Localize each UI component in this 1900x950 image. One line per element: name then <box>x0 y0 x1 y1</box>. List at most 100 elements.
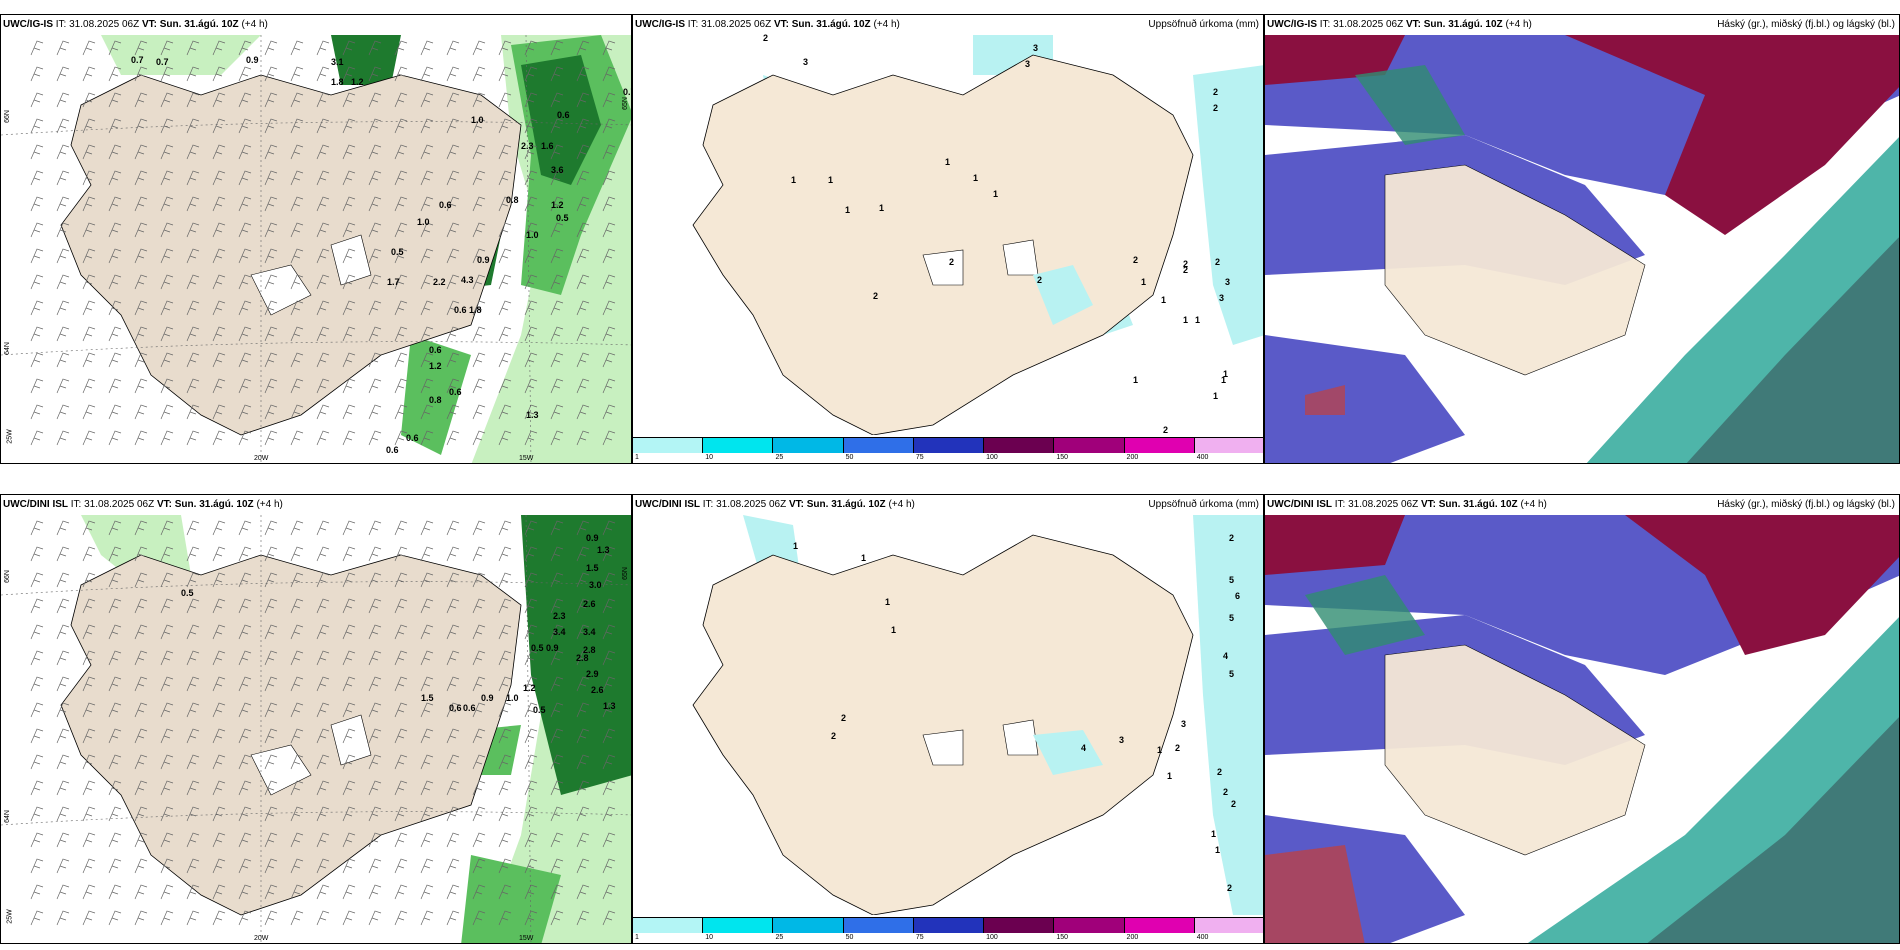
wind-barb <box>472 598 486 614</box>
value-label: 0.5 <box>531 643 544 653</box>
value-label: 1.2 <box>429 361 442 371</box>
wind-barb <box>524 832 538 848</box>
wind-barb <box>316 676 330 692</box>
wind-barb <box>550 624 564 640</box>
wind-barb <box>186 430 200 446</box>
value-label: 0.7 <box>156 57 169 67</box>
wind-barb <box>108 624 122 640</box>
wind-barb <box>264 66 278 82</box>
wind-barb <box>576 118 590 134</box>
wind-barb <box>342 598 356 614</box>
wind-barb <box>472 222 486 238</box>
panel-header: UWC/IG-IS IT: 31.08.2025 06Z VT: Sun. 31… <box>1267 19 1532 30</box>
wind-barb <box>394 884 408 900</box>
wind-barb <box>212 702 226 718</box>
wind-barb <box>602 404 616 420</box>
value-label: 1.6 <box>541 141 554 151</box>
value-label: 1.5 <box>421 693 434 703</box>
wind-barb <box>186 676 200 692</box>
wind-barb <box>290 598 304 614</box>
wind-barb <box>576 806 590 822</box>
wind-barb <box>290 118 304 134</box>
wind-barb <box>394 780 408 796</box>
wind-barb <box>212 248 226 264</box>
wind-barb <box>446 832 460 848</box>
value-label: 0.6 <box>557 110 570 120</box>
wind-barb <box>134 676 148 692</box>
wind-barb <box>82 274 96 290</box>
wind-barb <box>30 222 44 238</box>
wind-barb <box>134 728 148 744</box>
wind-barb <box>264 326 278 342</box>
wind-barb <box>212 624 226 640</box>
wind-barb <box>342 326 356 342</box>
wind-barb <box>472 352 486 368</box>
wind-barb <box>238 806 252 822</box>
wind-barb <box>498 806 512 822</box>
wind-barb <box>264 676 278 692</box>
wind-barb <box>446 378 460 394</box>
wind-barb <box>368 728 382 744</box>
wind-barb <box>134 754 148 770</box>
wind-barb <box>368 404 382 420</box>
wind-barb <box>524 196 538 212</box>
wind-barb <box>368 858 382 874</box>
value-label: 4 <box>1223 651 1229 661</box>
wind-barb <box>342 806 356 822</box>
wind-barb <box>524 702 538 718</box>
wind-barb <box>550 274 564 290</box>
wind-barb <box>316 92 330 108</box>
wind-barb <box>108 430 122 446</box>
wind-barb <box>264 40 278 56</box>
value-label: 2 <box>1175 743 1181 753</box>
value-label: 3 <box>1225 277 1231 287</box>
wind-barb <box>108 274 122 290</box>
wind-barb <box>134 546 148 562</box>
wind-barb <box>342 728 356 744</box>
wind-barb <box>394 118 408 134</box>
wind-barb <box>394 170 408 186</box>
panel-header: UWC/DINI ISL IT: 31.08.2025 06Z VT: Sun.… <box>635 499 915 510</box>
wind-barb <box>498 858 512 874</box>
wind-barb <box>30 300 44 316</box>
lat-label: 66N <box>3 110 11 123</box>
wind-barb <box>30 806 44 822</box>
wind-barb <box>160 546 174 562</box>
value-label: 2.8 <box>576 653 589 663</box>
wind-barb <box>264 222 278 238</box>
wind-barb <box>498 274 512 290</box>
wind-barb <box>472 910 486 926</box>
wind-barb <box>602 40 616 56</box>
value-label: 1 <box>891 625 897 635</box>
wind-barb <box>82 300 96 316</box>
wind-barb <box>342 546 356 562</box>
value-label: 1.5 <box>586 563 599 573</box>
wind-barb <box>498 884 512 900</box>
wind-barb <box>368 170 382 186</box>
wind-barb <box>446 884 460 900</box>
wind-barb <box>264 378 278 394</box>
panel-header: UWC/DINI ISL IT: 31.08.2025 06Z VT: Sun.… <box>1267 499 1547 510</box>
wind-barb <box>602 754 616 770</box>
init-time: 31.08.2025 06Z <box>1333 19 1404 30</box>
wind-barb <box>498 728 512 744</box>
wind-barb <box>576 274 590 290</box>
value-label: 0.6 <box>449 703 462 713</box>
wind-barb <box>264 910 278 926</box>
wind-barb <box>472 430 486 446</box>
colorbar-segment <box>633 917 704 933</box>
wind-barb <box>394 676 408 692</box>
wind-barb <box>524 66 538 82</box>
wind-barb <box>108 222 122 238</box>
wind-barb <box>342 754 356 770</box>
wind-barb <box>368 248 382 264</box>
wind-barb <box>134 326 148 342</box>
wind-barb <box>108 910 122 926</box>
wind-barb <box>394 66 408 82</box>
wind-barb <box>186 40 200 56</box>
wind-barb <box>576 728 590 744</box>
colorbar-tick: 25 <box>775 454 784 461</box>
wind-barb <box>498 196 512 212</box>
wind-barb <box>82 546 96 562</box>
wind-barb <box>550 546 564 562</box>
